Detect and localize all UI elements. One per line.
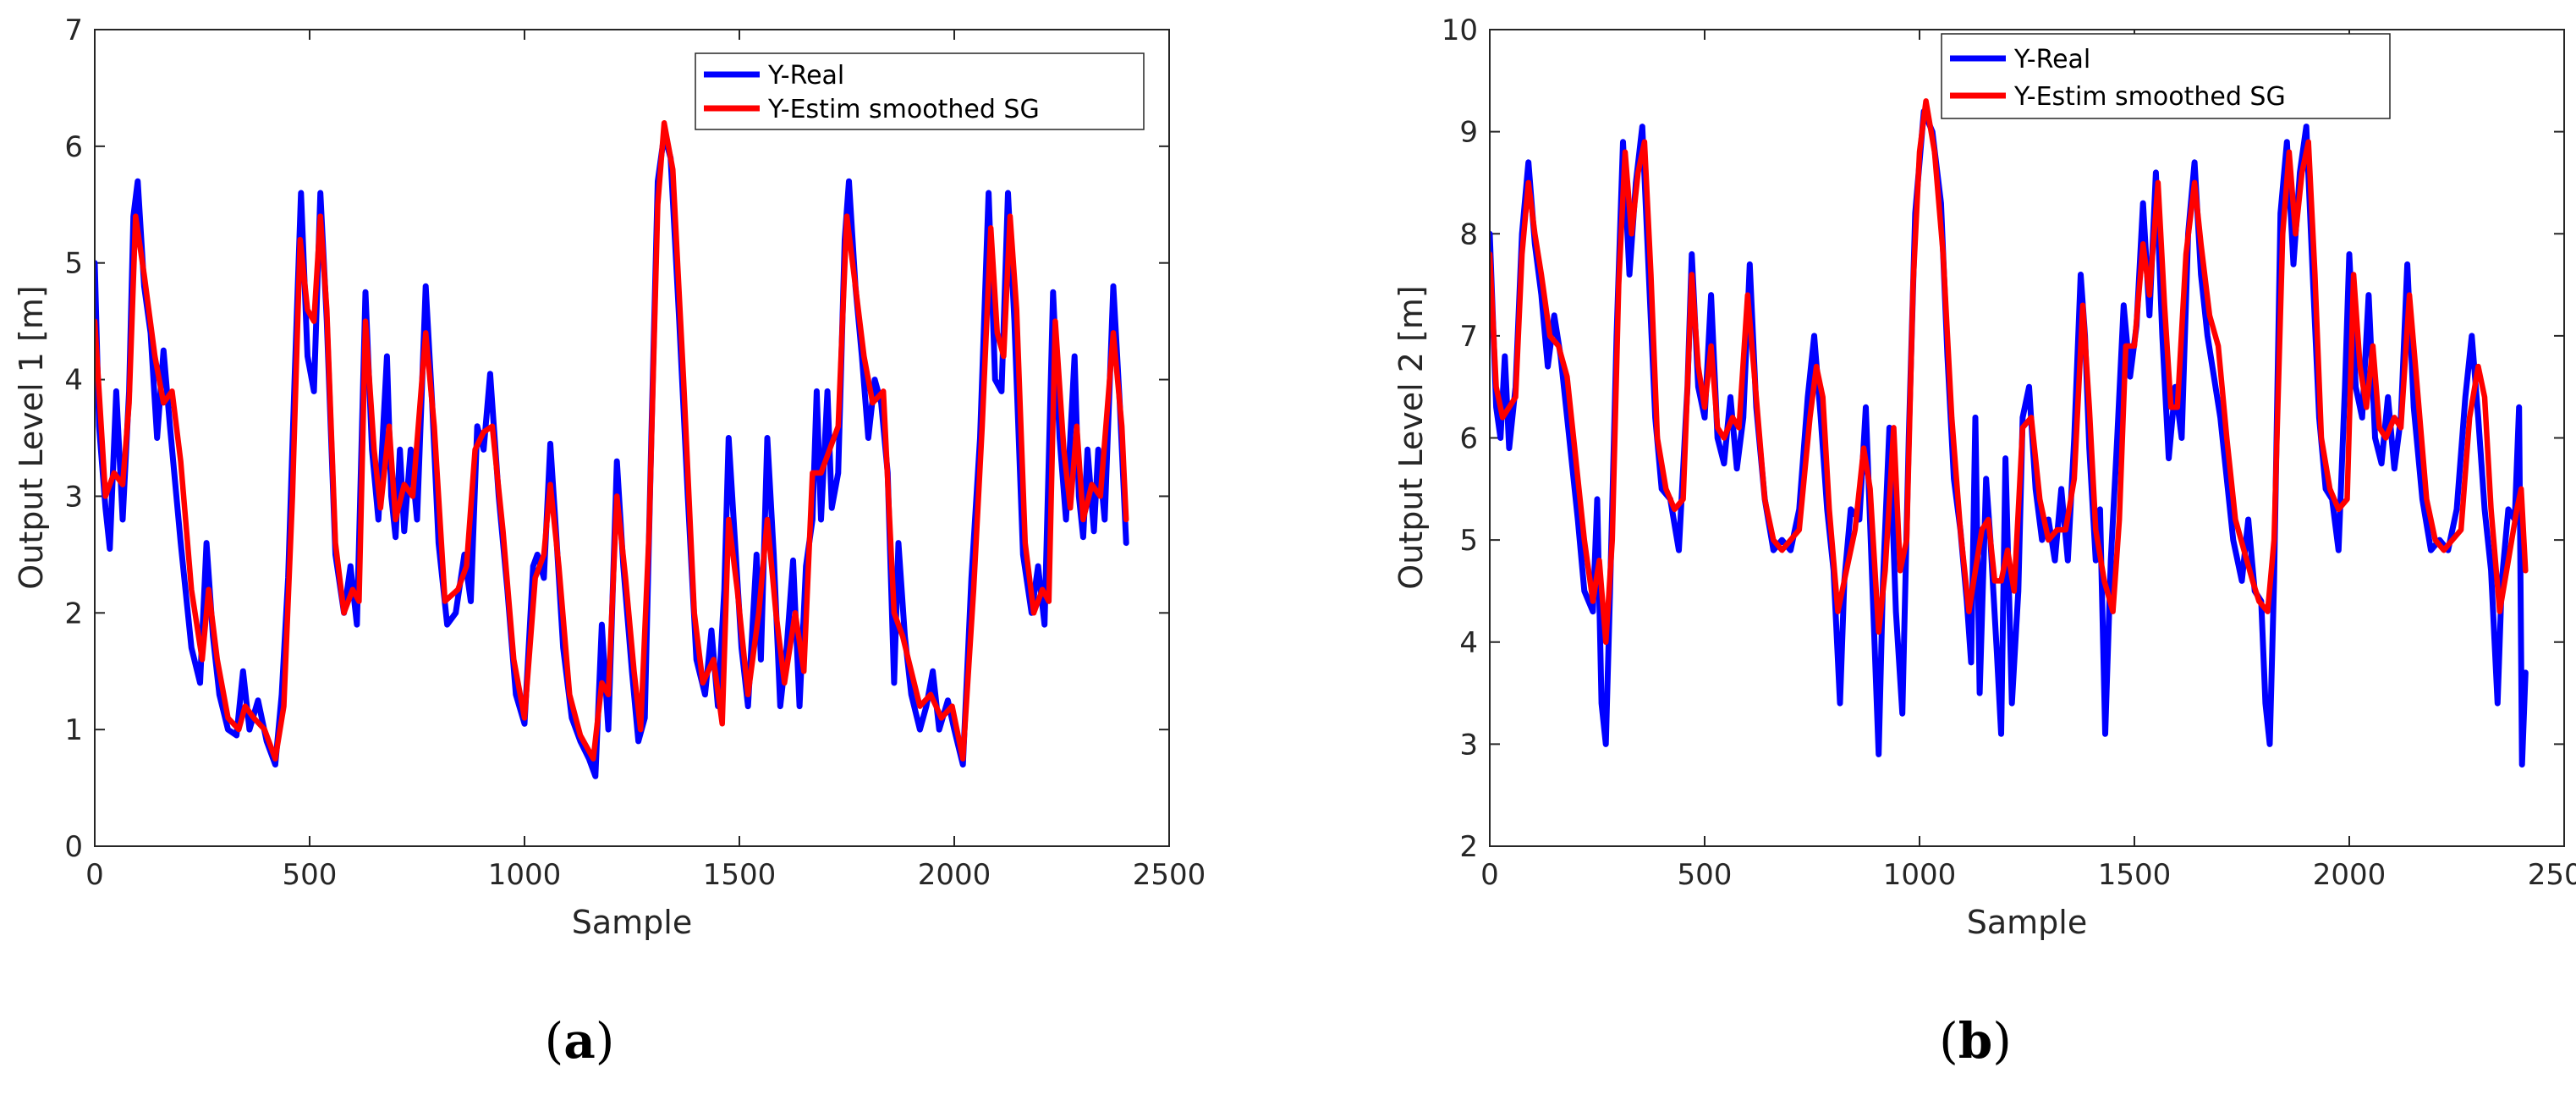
x-tick-label-a-2500: 2500 (1133, 858, 1206, 892)
x-tick-label-a-1000: 1000 (488, 858, 562, 892)
y-axis-label-b: Output Level 2 [m] (1392, 285, 1430, 589)
legend-label-y-real-a: Y-Real (767, 61, 844, 91)
legend-b: Y-Real Y-Estim smoothed SG (1941, 33, 2391, 119)
y-axis-label-a: Output Level 1 [m] (13, 285, 50, 589)
series-layer-a (95, 120, 1129, 779)
y-tick-label-a-4: 4 (64, 364, 83, 398)
caption-open-paren-b: ( (1939, 1012, 1958, 1070)
caption-letter-a: a (563, 1012, 596, 1070)
x-tick-label-a-1500: 1500 (703, 858, 777, 892)
y-tick-label-a-1: 1 (64, 713, 83, 747)
y-tick-label-b-2: 2 (1459, 830, 1478, 864)
series-layer-b (1490, 98, 2529, 768)
x-tick-label-b-1000: 1000 (1883, 858, 1957, 892)
x-tick-label-b-1500: 1500 (2098, 858, 2172, 892)
legend-box-b (1941, 33, 2391, 119)
x-tick-label-b-2500: 2500 (2528, 858, 2576, 892)
plot-area-a (95, 30, 1169, 846)
y-tick-label-a-6: 6 (64, 130, 83, 164)
y-tick-label-b-10: 10 (1442, 14, 1478, 47)
caption-close-paren-a: ) (596, 1012, 615, 1070)
plot-area-b (1490, 30, 2564, 846)
caption-letter-b: b (1958, 1012, 1993, 1070)
caption-open-paren-a: ( (545, 1012, 564, 1070)
plot-frame-a (94, 29, 1170, 847)
legend-a: Y-Real Y-Estim smoothed SG (695, 52, 1145, 130)
x-tick-label-a-2000: 2000 (918, 858, 991, 892)
legend-box-a (695, 52, 1145, 130)
y-tick-label-b-6: 6 (1459, 422, 1478, 456)
series-line-y-estim-smoothed-sg-b (1490, 98, 2529, 646)
tick-group-b: 0 500 1000 1500 2000 2500 2 3 4 5 6 7 8 9 10 (1442, 14, 2576, 892)
y-tick-label-a-2: 2 (64, 597, 83, 630)
legend-label-y-estim-a: Y-Estim smoothed SG (767, 95, 1040, 124)
x-tick-label-a-0: 0 (85, 858, 104, 892)
y-tick-label-b-4: 4 (1459, 626, 1478, 660)
y-tick-label-a-3: 3 (64, 480, 83, 514)
legend-label-y-estim-b: Y-Estim smoothed SG (2013, 82, 2286, 112)
tick-group-a: 0 500 1000 1500 2000 2500 0 1 2 3 4 5 6 7 (64, 14, 1206, 892)
legend-label-y-real-b: Y-Real (2013, 45, 2090, 74)
caption-close-paren-b: ) (1992, 1012, 2012, 1070)
x-tick-label-a-500: 500 (283, 858, 338, 892)
y-tick-label-b-5: 5 (1459, 524, 1478, 558)
y-tick-label-b-7: 7 (1459, 320, 1478, 354)
x-tick-label-b-500: 500 (1678, 858, 1733, 892)
caption-b: (b) (1939, 1012, 2012, 1070)
series-line-y-estim-smoothed-sg-a (95, 120, 1129, 762)
y-tick-label-b-9: 9 (1459, 116, 1478, 150)
x-tick-label-b-2000: 2000 (2313, 858, 2387, 892)
y-tick-label-b-3: 3 (1459, 728, 1478, 762)
y-tick-label-a-0: 0 (64, 830, 83, 864)
x-axis-label-b: Sample (1967, 904, 2087, 941)
y-tick-label-b-8: 8 (1459, 217, 1478, 251)
y-tick-label-a-7: 7 (64, 14, 83, 47)
x-tick-label-b-0: 0 (1480, 858, 1499, 892)
x-axis-label-a: Sample (572, 904, 692, 941)
chart-panel-a: 0 500 1000 1500 2000 2500 0 1 2 3 4 5 6 7 Sample Outp… (13, 14, 1206, 1070)
caption-a: (a) (545, 1012, 615, 1070)
plot-frame-b (1489, 29, 2565, 847)
y-tick-label-a-5: 5 (64, 247, 83, 281)
chart-panel-b: 0 500 1000 1500 2000 2500 2 3 4 5 6 7 8 9 10 Sample Ou… (1392, 14, 2576, 1070)
